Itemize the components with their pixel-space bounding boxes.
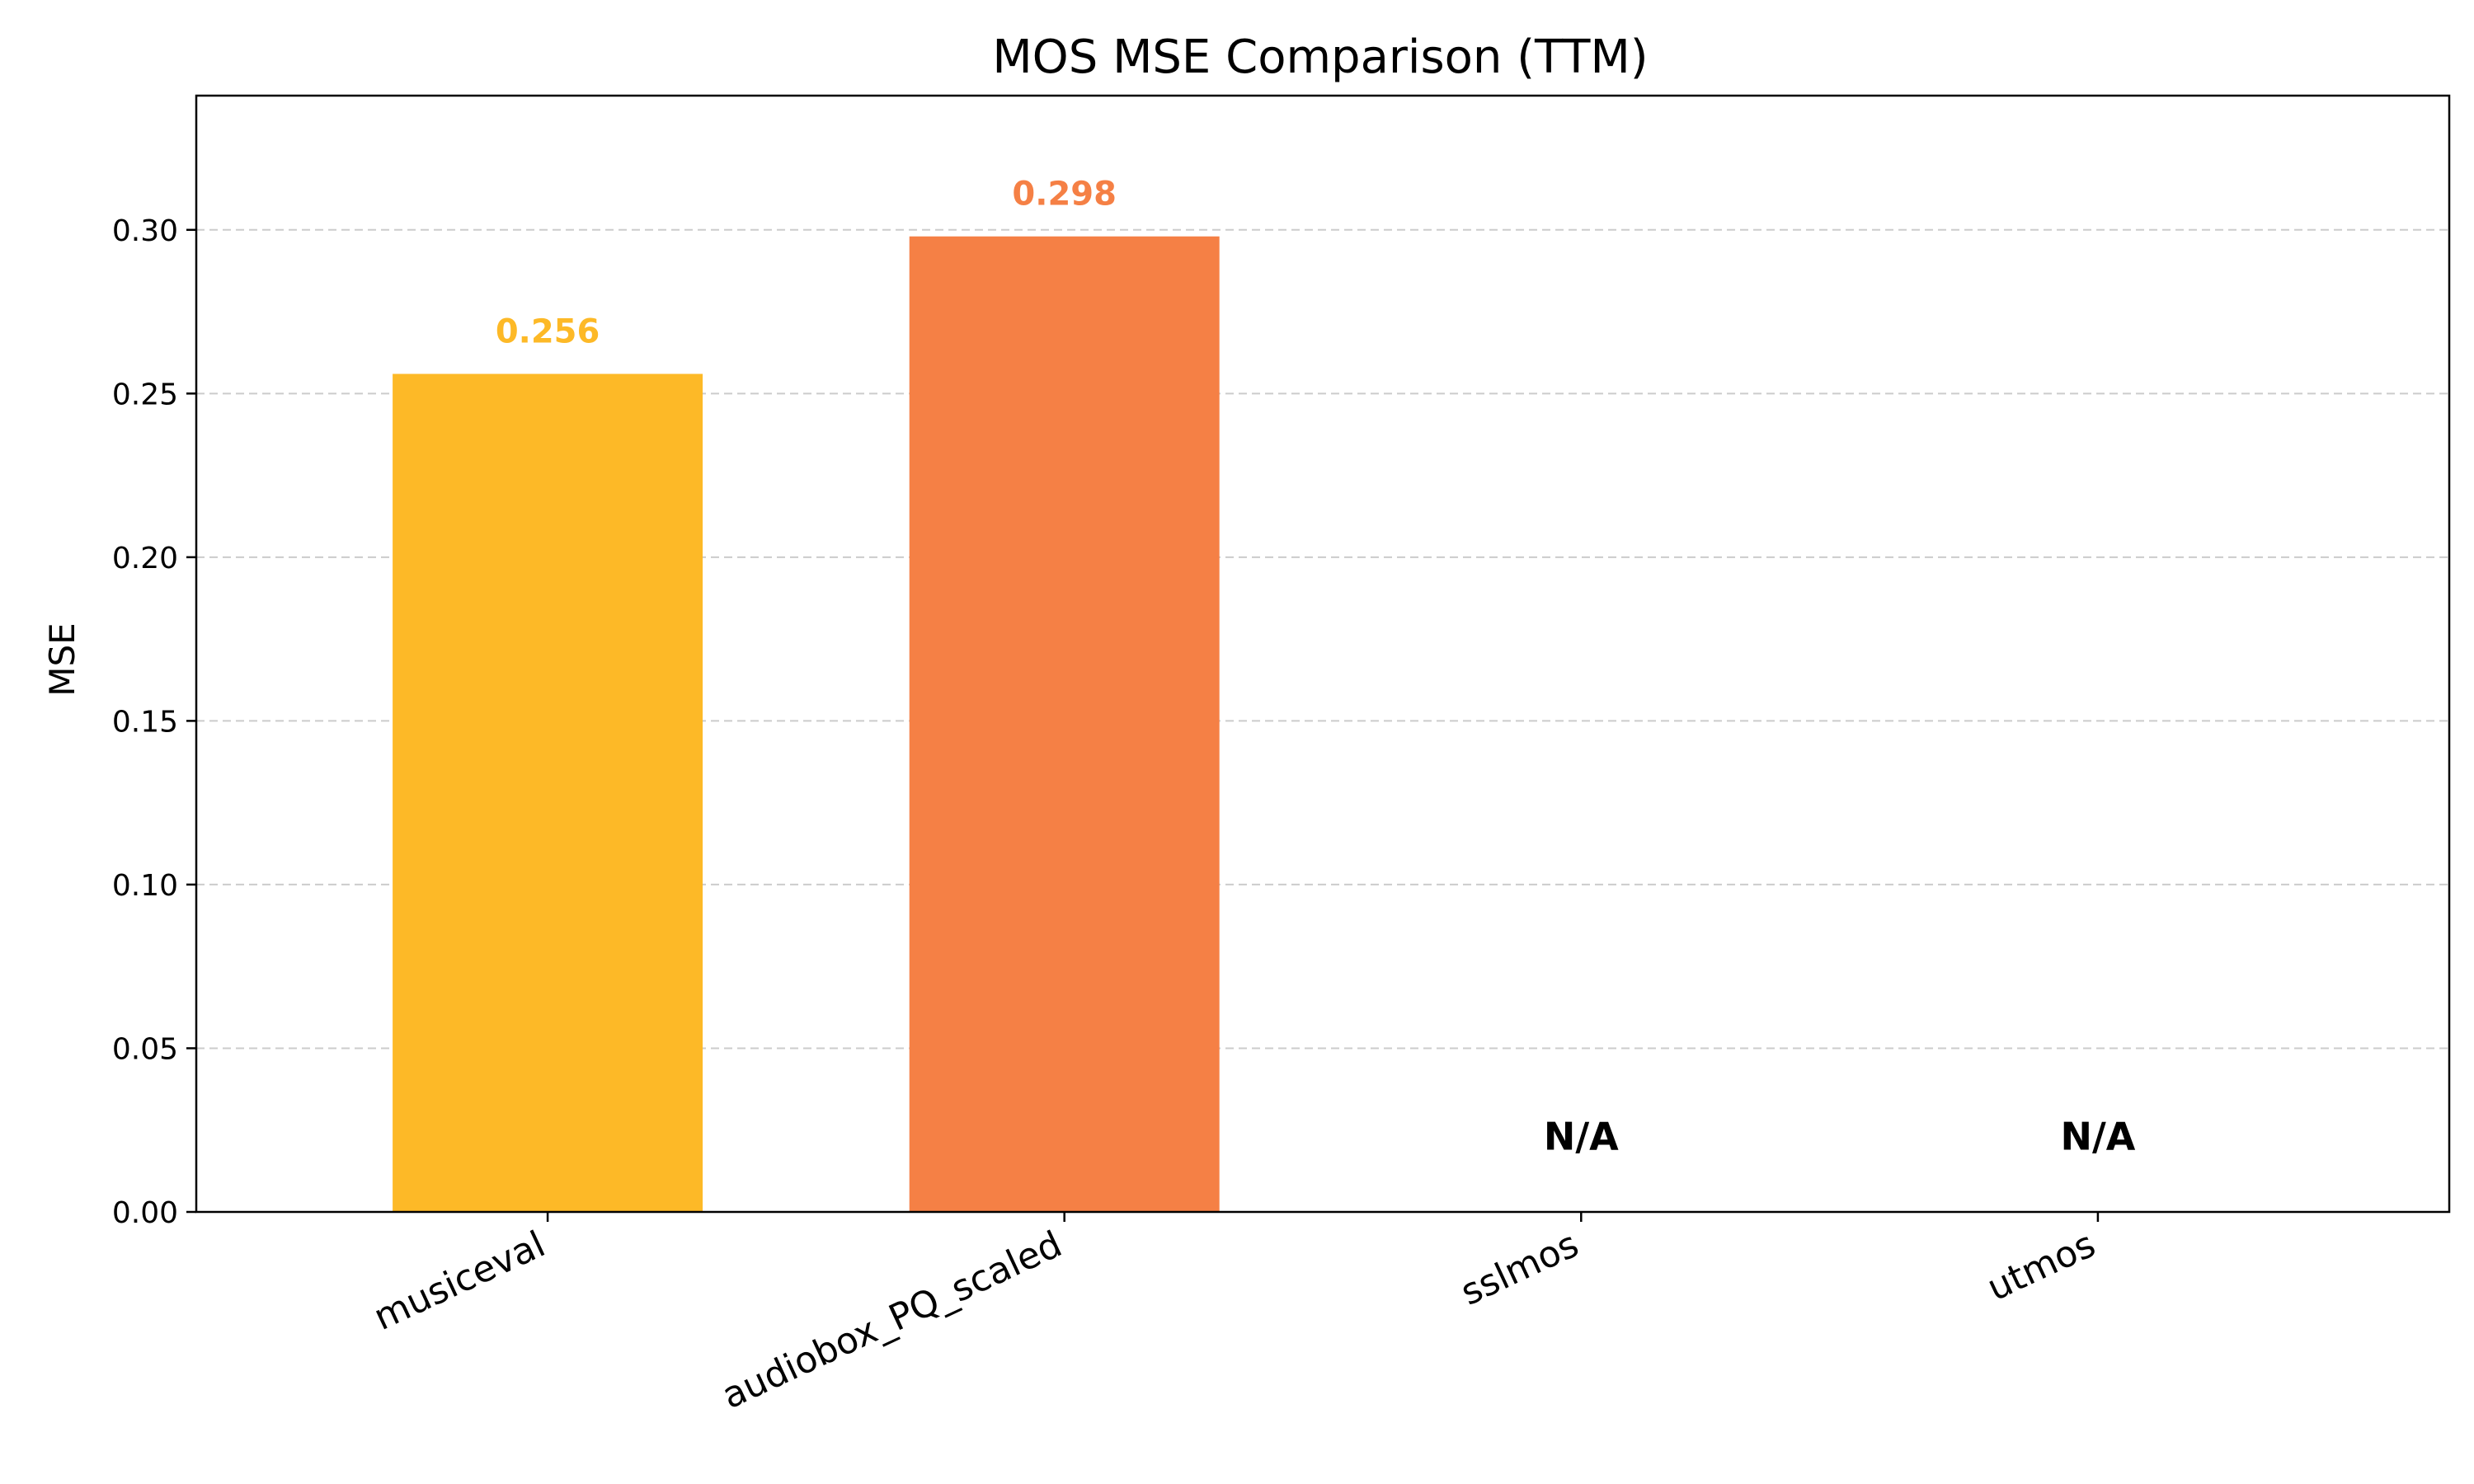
y-tick-label: 0.00 [112, 1196, 178, 1230]
x-tick-label: utmos [1981, 1223, 2101, 1309]
bar-audiobox_PQ_scaled [909, 236, 1220, 1212]
y-tick-label: 0.05 [112, 1032, 178, 1066]
y-tick-label: 0.20 [112, 542, 178, 575]
y-tick-label: 0.25 [112, 378, 178, 411]
na-label: N/A [1544, 1115, 1619, 1159]
y-tick-label: 0.15 [112, 705, 178, 739]
value-label: 0.256 [496, 313, 600, 351]
plot-frame [195, 94, 2451, 1214]
bars [393, 236, 1220, 1212]
value-label: 0.298 [1012, 176, 1117, 214]
na-label: N/A [2060, 1115, 2135, 1159]
y-tick-label: 0.30 [112, 214, 178, 248]
value-labels: 0.256 0.298 N/A N/A [496, 176, 2136, 1159]
x-tick-label: musiceval [368, 1223, 552, 1339]
bar-musiceval [393, 373, 703, 1212]
y-tick-label: 0.10 [112, 869, 178, 903]
chart-title: MOS MSE Comparison (TTM) [992, 31, 1648, 84]
y-axis-label: MSE [42, 622, 82, 696]
x-tick-label: audiobox_PQ_scaled [716, 1223, 1069, 1418]
y-axis-ticks: 0.00 0.05 0.10 0.15 0.20 0.25 0.30 [112, 214, 196, 1230]
x-tick-label: sslmos [1455, 1223, 1585, 1314]
x-axis-ticks: musiceval audiobox_PQ_scaled sslmos utmos [368, 1212, 2102, 1417]
